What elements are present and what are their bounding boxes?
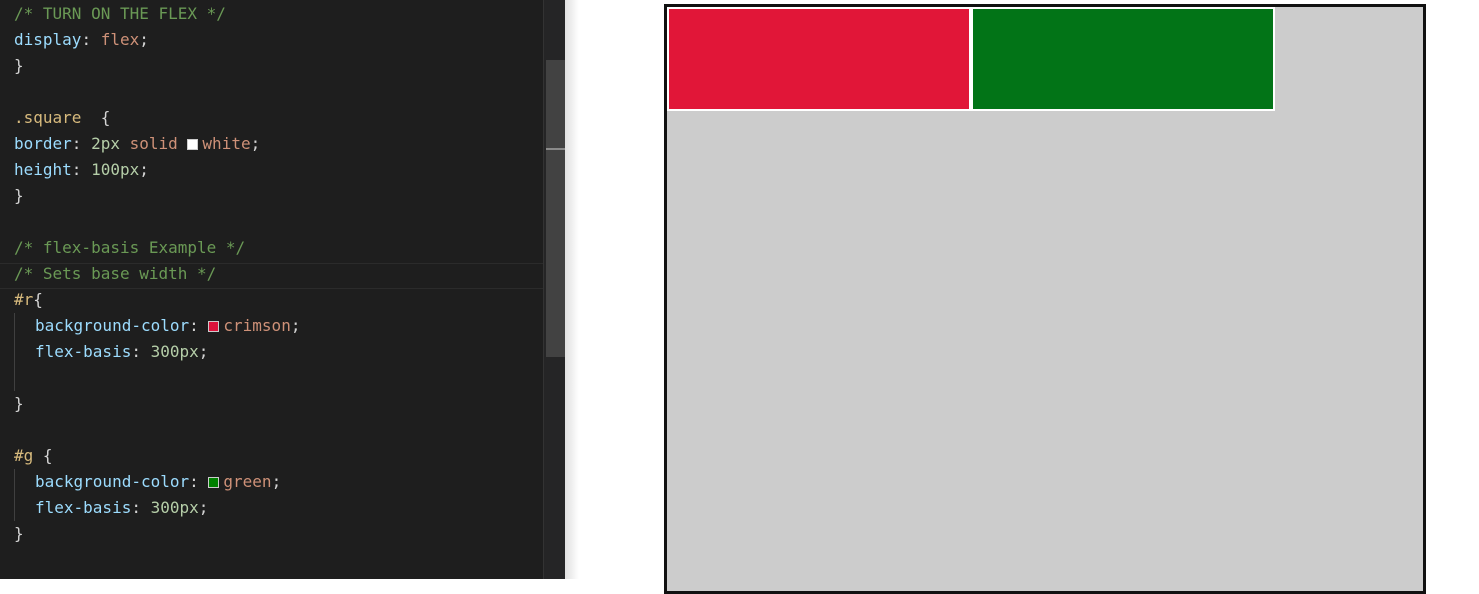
code-token: : [189, 472, 209, 491]
code-token: background-color [35, 472, 190, 491]
code-token: } [14, 56, 24, 75]
code-token: .square [14, 108, 101, 127]
code-token: height [14, 160, 72, 179]
code-token: 2px [91, 134, 120, 153]
code-token: #r [14, 290, 34, 309]
code-token: : [189, 316, 209, 335]
code-line[interactable]: #r{ [14, 287, 43, 313]
flex-container-preview [664, 4, 1426, 594]
code-token: : [131, 342, 151, 361]
current-line-highlight [0, 263, 543, 289]
code-line[interactable]: } [14, 53, 24, 79]
code-token: 100px [91, 160, 140, 179]
indent-guide-r [14, 313, 15, 391]
indent-guide-g [14, 469, 15, 521]
code-token: { [33, 290, 43, 309]
code-token: : [131, 498, 151, 517]
code-line[interactable]: #g { [14, 443, 53, 469]
code-token: ; [198, 498, 209, 517]
editor-scrollbar[interactable] [543, 0, 565, 579]
code-line[interactable]: display: flex; [14, 27, 149, 53]
code-line[interactable]: } [14, 391, 24, 417]
code-token: /* flex-basis Example */ [14, 238, 246, 257]
code-line[interactable]: flex-basis: 300px; [35, 495, 208, 521]
square-r-crimson [667, 7, 971, 111]
code-token: ; [290, 316, 301, 335]
square-g-green [971, 7, 1275, 111]
code-token: : [71, 160, 92, 179]
code-line[interactable]: } [14, 521, 24, 547]
code-token: solid [129, 134, 178, 153]
code-token: flex-basis [35, 498, 132, 517]
code-line[interactable]: background-color: crimson; [35, 313, 300, 339]
code-token: } [14, 394, 24, 413]
code-token: ; [250, 134, 261, 153]
scrollbar-position-marker [546, 148, 565, 150]
code-token: green [223, 472, 272, 491]
code-token: flex-basis [35, 342, 132, 361]
code-token: } [14, 186, 24, 205]
code-token: 300px [150, 498, 199, 517]
code-editor[interactable]: /* TURN ON THE FLEX */ display: flex;} .sq… [0, 0, 565, 579]
code-token: #g [14, 446, 34, 465]
code-token: 300px [150, 342, 199, 361]
code-line[interactable]: background-color: green; [35, 469, 281, 495]
code-token: } [14, 524, 24, 543]
code-token: : [71, 134, 92, 153]
code-line[interactable]: .square { [14, 105, 110, 131]
code-line[interactable]: flex-basis: 300px; [35, 339, 208, 365]
code-token: /* Sets base width */ [14, 264, 217, 283]
code-line[interactable]: /* TURN ON THE FLEX */ [14, 1, 226, 27]
code-token: : [81, 30, 101, 49]
color-swatch-icon[interactable] [208, 321, 220, 332]
code-token: crimson [223, 316, 291, 335]
code-token: /* TURN ON THE FLEX */ [14, 4, 226, 23]
code-token: border [14, 134, 72, 153]
code-token: { [100, 108, 111, 127]
code-token: background-color [35, 316, 190, 335]
code-line[interactable]: border: 2px solid white; [14, 131, 260, 157]
editor-scrollbar-thumb[interactable] [546, 60, 565, 357]
code-token: ; [139, 30, 149, 49]
code-token [178, 134, 188, 153]
code-token [120, 134, 130, 153]
code-line[interactable]: height: 100px; [14, 157, 149, 183]
color-swatch-icon[interactable] [208, 477, 220, 488]
code-token: ; [139, 160, 149, 179]
pane-divider-shadow [565, 0, 579, 579]
code-token: ; [198, 342, 209, 361]
code-line[interactable]: /* Sets base width */ [14, 261, 216, 287]
color-swatch-icon[interactable] [187, 139, 199, 150]
code-line[interactable]: } [14, 183, 24, 209]
code-token: display [14, 30, 82, 49]
code-token: flex [100, 30, 140, 49]
code-token: ; [271, 472, 282, 491]
code-token: { [33, 446, 53, 465]
code-token: white [202, 134, 251, 153]
code-line[interactable]: /* flex-basis Example */ [14, 235, 245, 261]
